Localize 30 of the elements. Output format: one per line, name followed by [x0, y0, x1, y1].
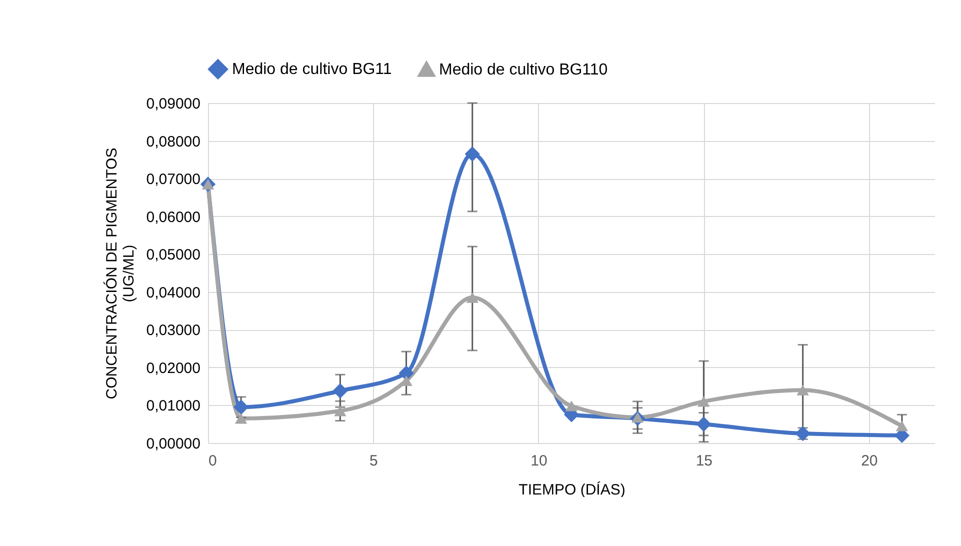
point — [696, 416, 712, 432]
legend-label: Medio de cultivo BG110 — [439, 62, 608, 79]
y-tick-label: 0,09000 — [146, 96, 200, 112]
point — [334, 406, 346, 416]
x-tick-label: 20 — [861, 452, 878, 470]
x-tick-label: 0 — [208, 452, 217, 470]
point — [332, 383, 348, 398]
y-tick-label: 0,02000 — [146, 360, 200, 377]
point — [896, 420, 908, 432]
point — [464, 146, 480, 162]
point — [565, 400, 578, 412]
y-tick-label: 0,03000 — [146, 322, 200, 340]
y-tick-label: 0,07000 — [146, 171, 200, 188]
point — [631, 412, 644, 423]
y-tick-label: 0,06000 — [146, 208, 200, 226]
y-tick-label: 0,05000 — [146, 246, 200, 264]
point — [234, 413, 248, 424]
point — [233, 400, 249, 415]
legend-label: Medio de cultivo BG11 — [232, 61, 392, 78]
x-tick-label: 5 — [370, 452, 378, 470]
y-tick-label: 0,00000 — [146, 436, 200, 452]
y-axis-title: CONCENTRACIÓN DE PIGMENTOS (UG/ML) — [102, 148, 138, 400]
x-tick-label: 10 — [530, 452, 548, 470]
y-tick-label: 0,01000 — [146, 398, 200, 415]
x-tick-label: 15 — [696, 452, 713, 470]
y-tick-label: 0,08000 — [146, 133, 200, 150]
point — [796, 384, 809, 396]
point — [466, 292, 478, 303]
y-tick-label: 0,04000 — [146, 284, 200, 302]
point — [698, 396, 710, 407]
